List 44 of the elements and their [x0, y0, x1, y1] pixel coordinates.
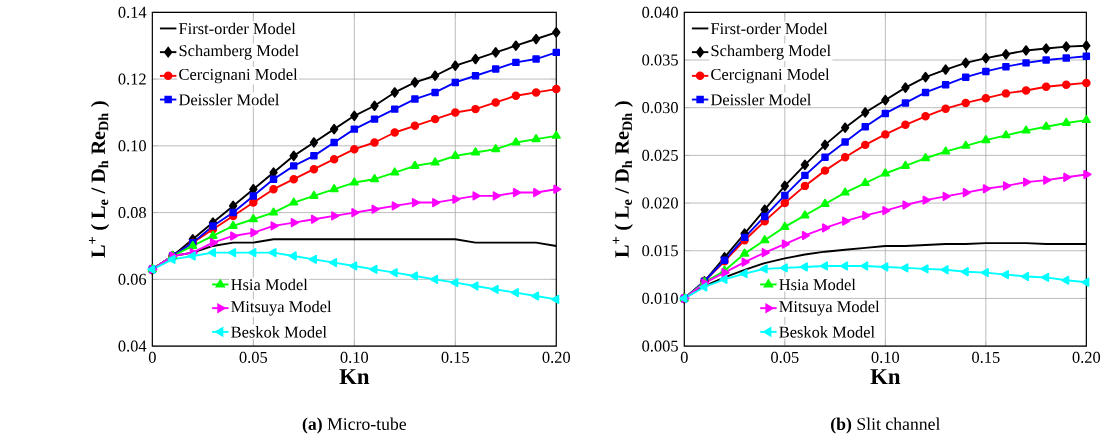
legend-label: Cercignani Model — [179, 68, 298, 84]
y-tick-label: 0.14 — [118, 6, 147, 19]
y-tick-label: 0.030 — [642, 102, 678, 114]
legend-label: Hsia Model — [779, 278, 856, 291]
x-tick-label: 0 — [148, 352, 156, 364]
legend-label: Hsia Model — [231, 278, 308, 291]
x-tick-label: 0.10 — [340, 352, 369, 364]
text: (a) Micro-tube — [302, 417, 407, 434]
legend-label: Cercignani Model — [711, 68, 830, 84]
text: L$^{+}$ ( L$_{e}$ / D$_{h}$ Re$_{Dh}$ ) — [88, 101, 110, 258]
legend-label: Beskok Model — [231, 326, 327, 338]
x-tick-label: 0.05 — [239, 352, 268, 364]
legend-label: Schamberg Model — [711, 44, 831, 60]
x-axis-title: Kn — [870, 369, 901, 385]
legend-label: First-order Model — [710, 22, 828, 35]
legend-label: Deissler Model — [179, 93, 280, 106]
y-tick-label: 0.10 — [118, 140, 146, 152]
x-tick-label: 0.20 — [542, 352, 571, 364]
y-tick-label: 0.010 — [642, 293, 678, 305]
y-tick-label: 0.08 — [118, 207, 146, 219]
x-tick-label: 0.20 — [1072, 352, 1101, 364]
legend-label: Mitsuya Model — [779, 300, 880, 316]
y-tick-label: 0.040 — [642, 6, 678, 19]
y-tick-label: 0.035 — [642, 54, 678, 66]
x-tick-label: 0.10 — [871, 352, 900, 364]
y-tick-label: 0.005 — [642, 340, 678, 352]
x-tick-label: 0.15 — [441, 352, 470, 364]
x-axis-title: Kn — [339, 369, 370, 385]
legend-label: Schamberg Model — [179, 44, 299, 60]
x-tick-label: 0.05 — [771, 352, 799, 364]
y-tick-label: 0.04 — [118, 340, 147, 352]
y-tick-label: 0.020 — [642, 197, 678, 209]
x-tick-label: 0 — [680, 352, 688, 364]
y-tick-label: 0.015 — [642, 245, 678, 257]
y-tick-label: 0.06 — [118, 273, 147, 286]
x-tick-label: 0.15 — [972, 352, 1000, 364]
legend-label: Deissler Model — [710, 93, 812, 106]
y-tick-label: 0.12 — [118, 73, 146, 85]
text: L$^{+}$ ( L$_{e}$ / D$_{h}$ Re$_{Dh}$ ) — [612, 101, 633, 258]
legend-label: Beskok Model — [779, 326, 875, 338]
text: (b) Slit channel — [831, 417, 941, 434]
y-tick-label: 0.025 — [642, 149, 678, 162]
legend-label: First-order Model — [179, 22, 296, 35]
legend-label: Mitsuya Model — [231, 300, 332, 316]
